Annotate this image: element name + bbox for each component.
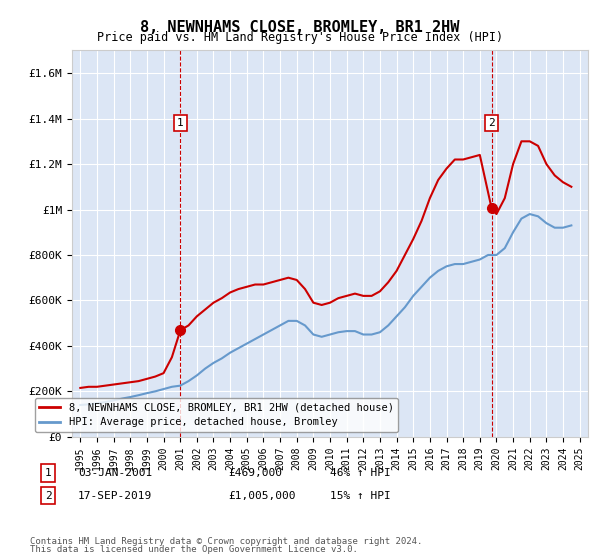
- Text: 1: 1: [44, 468, 52, 478]
- Text: 17-SEP-2019: 17-SEP-2019: [78, 491, 152, 501]
- Text: This data is licensed under the Open Government Licence v3.0.: This data is licensed under the Open Gov…: [30, 545, 358, 554]
- Text: 8, NEWNHAMS CLOSE, BROMLEY, BR1 2HW: 8, NEWNHAMS CLOSE, BROMLEY, BR1 2HW: [140, 20, 460, 35]
- Text: 2: 2: [44, 491, 52, 501]
- Text: 1: 1: [177, 118, 184, 128]
- Text: Price paid vs. HM Land Registry's House Price Index (HPI): Price paid vs. HM Land Registry's House …: [97, 31, 503, 44]
- Legend: 8, NEWNHAMS CLOSE, BROMLEY, BR1 2HW (detached house), HPI: Average price, detach: 8, NEWNHAMS CLOSE, BROMLEY, BR1 2HW (det…: [35, 398, 398, 432]
- Text: £469,000: £469,000: [228, 468, 282, 478]
- Text: 03-JAN-2001: 03-JAN-2001: [78, 468, 152, 478]
- Text: Contains HM Land Registry data © Crown copyright and database right 2024.: Contains HM Land Registry data © Crown c…: [30, 537, 422, 546]
- Text: 15% ↑ HPI: 15% ↑ HPI: [330, 491, 391, 501]
- Text: £1,005,000: £1,005,000: [228, 491, 296, 501]
- Text: 2: 2: [488, 118, 495, 128]
- Text: 46% ↑ HPI: 46% ↑ HPI: [330, 468, 391, 478]
